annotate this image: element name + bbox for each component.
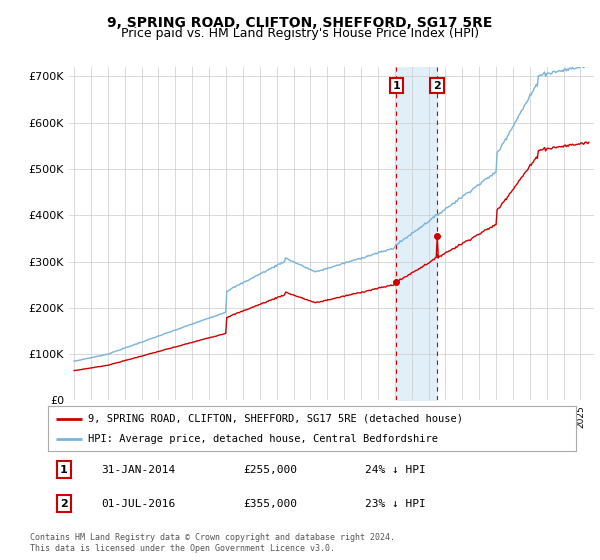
- Text: Price paid vs. HM Land Registry's House Price Index (HPI): Price paid vs. HM Land Registry's House …: [121, 27, 479, 40]
- Text: 31-JAN-2014: 31-JAN-2014: [101, 464, 175, 474]
- Text: 23% ↓ HPI: 23% ↓ HPI: [365, 499, 425, 508]
- Text: 24% ↓ HPI: 24% ↓ HPI: [365, 464, 425, 474]
- Text: £255,000: £255,000: [244, 464, 298, 474]
- Text: 01-JUL-2016: 01-JUL-2016: [101, 499, 175, 508]
- Text: Contains HM Land Registry data © Crown copyright and database right 2024.
This d: Contains HM Land Registry data © Crown c…: [30, 533, 395, 553]
- Text: 2: 2: [433, 81, 441, 91]
- Text: 2: 2: [60, 499, 68, 508]
- Text: 9, SPRING ROAD, CLIFTON, SHEFFORD, SG17 5RE: 9, SPRING ROAD, CLIFTON, SHEFFORD, SG17 …: [107, 16, 493, 30]
- Text: HPI: Average price, detached house, Central Bedfordshire: HPI: Average price, detached house, Cent…: [88, 434, 437, 444]
- Text: 9, SPRING ROAD, CLIFTON, SHEFFORD, SG17 5RE (detached house): 9, SPRING ROAD, CLIFTON, SHEFFORD, SG17 …: [88, 413, 463, 423]
- Text: 1: 1: [392, 81, 400, 91]
- Text: £355,000: £355,000: [244, 499, 298, 508]
- Text: 1: 1: [60, 464, 68, 474]
